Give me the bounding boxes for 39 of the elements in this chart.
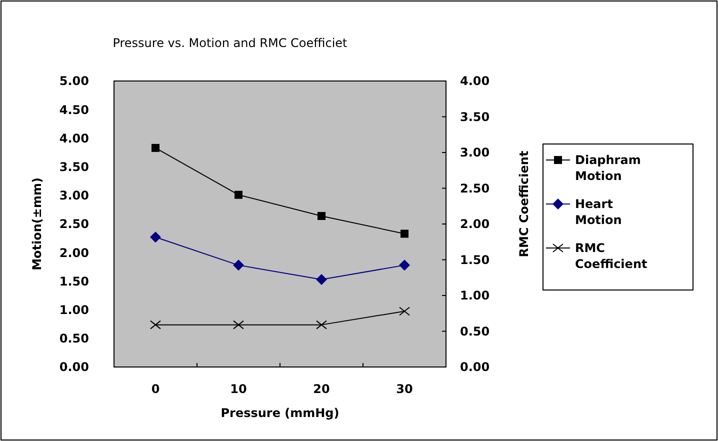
y2-tick-label: 2.50 (460, 181, 490, 196)
y-tick-label: 5.00 (59, 74, 89, 88)
y2-tick-label: 2.00 (460, 217, 490, 232)
point (316, 274, 327, 285)
x-axis-title: Pressure (mmHg) (220, 406, 340, 420)
point (318, 212, 326, 220)
y-tick-label: 3.50 (59, 160, 89, 174)
y2-axis-title: RMC Coefficient (517, 150, 531, 258)
y-tick-label: 2.00 (59, 246, 89, 260)
y2-tick-label: 3.00 (460, 146, 490, 160)
legend-label: Diaphram Motion (575, 153, 641, 183)
point (152, 144, 160, 152)
y-tick-label: 4.50 (59, 102, 89, 117)
y-tick-label: 1.00 (59, 303, 89, 317)
x-tick-label: 30 (396, 382, 413, 396)
legend-label: Heart Motion (575, 197, 622, 227)
y2-tick-label: 3.50 (460, 110, 490, 124)
legend-label: RMC Coefficient (575, 241, 648, 271)
y-axis-title: Motion(±mm) (30, 178, 44, 270)
y2-tick-label: 1.50 (460, 252, 490, 267)
point (150, 232, 161, 243)
y2-tick-label: 0.50 (460, 324, 490, 338)
y-tick-label: 0.00 (59, 360, 89, 374)
x-tick-label: 10 (230, 382, 247, 396)
y2-tick-label: 1.00 (460, 288, 490, 303)
point (399, 260, 410, 271)
point (400, 230, 408, 238)
y-tick-label: 2.50 (59, 217, 89, 232)
point (234, 190, 242, 199)
point (233, 260, 244, 271)
y-tick-label: 4.00 (59, 131, 89, 146)
x-tick-label: 20 (313, 382, 330, 396)
y2-tick-label: 0.00 (460, 360, 490, 374)
y-tick-label: 0.50 (59, 332, 89, 346)
x-tick-label: 0 (151, 382, 160, 396)
y-tick-label: 3.00 (59, 188, 89, 203)
chart-title: Pressure vs. Motion and RMC Coefficiet (112, 36, 348, 50)
y2-tick-label: 4.00 (460, 74, 490, 88)
y-tick-label: 1.50 (59, 274, 89, 288)
